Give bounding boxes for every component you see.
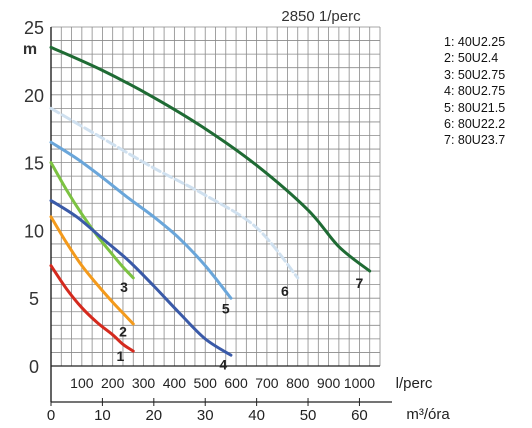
x-tick-label: 20 [145, 407, 162, 424]
flow-lpm-tick-label: 500 [194, 375, 218, 391]
chart-title: 2850 1/perc [281, 8, 361, 25]
y-tick-label: 10 [24, 221, 44, 241]
flow-lpm-tick-label: 900 [317, 375, 341, 391]
x-tick-label: 50 [300, 407, 317, 424]
chart-grid [50, 26, 381, 367]
series-label-7: 7 [356, 275, 364, 291]
series-line-5 [49, 140, 233, 300]
legend-item: 2: 50U2.4 [444, 51, 499, 66]
x-tick-label: 10 [94, 407, 111, 424]
flow-lpm-tick-labels: 100 200 300 400 500 600 700 800 900 1000 [70, 375, 375, 391]
series-lines [49, 45, 372, 357]
x2-unit-label: l/perc [396, 375, 433, 392]
series-line-6 [49, 106, 300, 280]
x-tick-label: 30 [197, 407, 214, 424]
legend-item: 3: 50U2.75 [444, 67, 506, 82]
x-tick-label: 60 [351, 407, 368, 424]
y-tick-labels: 0 5 10 15 20 25 [24, 18, 44, 377]
legend: 1: 40U2.25 2: 50U2.4 3: 50U2.75 4: 80U2.… [444, 34, 505, 149]
legend-item: 1: 40U2.25 [444, 35, 506, 49]
x-unit-label: m³/óra [406, 406, 450, 423]
series-label-3: 3 [120, 279, 128, 295]
series-label-1: 1 [117, 348, 125, 364]
x-tick-label: 40 [248, 407, 265, 424]
y-tick-label: 0 [29, 357, 39, 377]
legend-item: 7: 80U23.7 [444, 133, 506, 148]
series-number-labels: 1 2 3 4 5 6 7 [117, 275, 364, 372]
series-label-6: 6 [281, 283, 289, 299]
flow-lpm-tick-label: 100 [70, 375, 94, 391]
flow-lpm-tick-label: 600 [224, 375, 248, 391]
y-tick-label: 20 [24, 86, 44, 106]
chart-axes [50, 27, 392, 403]
legend-item: 4: 80U2.75 [444, 84, 506, 99]
series-label-5: 5 [222, 301, 230, 317]
series-label-2: 2 [119, 324, 127, 340]
series-line-2 [49, 215, 135, 326]
flow-lpm-tick-label: 300 [132, 375, 156, 391]
legend-item: 5: 80U21.5 [444, 100, 506, 115]
flow-lpm-tick-label: 700 [255, 375, 279, 391]
flow-lpm-tick-label: 200 [101, 375, 125, 391]
series-line-4 [49, 199, 233, 357]
y-tick-label: 15 [24, 154, 44, 174]
flow-lpm-tick-label: 1000 [344, 375, 375, 391]
legend-item: 6: 80U22.2 [444, 117, 506, 132]
x-tick-labels: 0 10 20 30 40 50 60 [47, 398, 368, 424]
y-unit-label: m [23, 41, 37, 58]
x-tick-label: 0 [47, 407, 55, 424]
series-label-4: 4 [219, 356, 227, 372]
flow-lpm-tick-label: 800 [286, 375, 310, 391]
y-tick-label: 25 [24, 18, 44, 38]
series-line-7 [49, 45, 372, 273]
series-line-1 [49, 264, 135, 353]
flow-lpm-tick-label: 400 [163, 375, 187, 391]
y-tick-label: 5 [29, 289, 39, 309]
